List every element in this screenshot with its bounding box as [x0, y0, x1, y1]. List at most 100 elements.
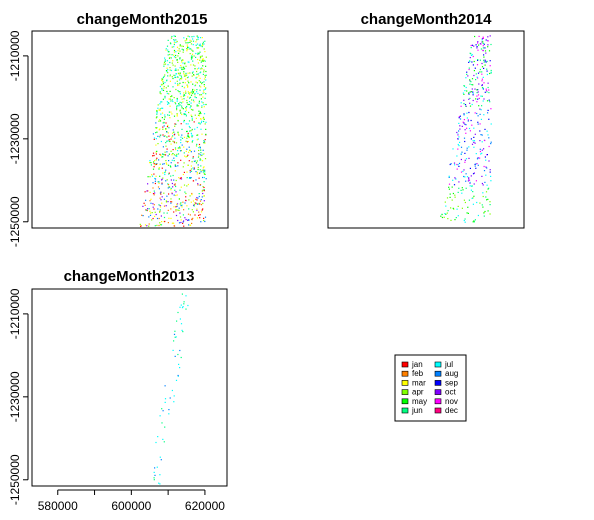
data-point [178, 91, 180, 93]
data-point [488, 50, 491, 52]
data-point [158, 182, 160, 184]
data-point [193, 160, 195, 162]
data-point [463, 114, 465, 116]
data-point [172, 153, 174, 155]
data-point [154, 474, 156, 476]
data-point [180, 323, 183, 325]
data-point [473, 70, 475, 72]
data-point [200, 68, 202, 70]
data-point [152, 193, 155, 195]
data-point [160, 154, 162, 156]
data-point [477, 59, 479, 61]
data-point [165, 142, 167, 144]
data-point [175, 206, 177, 208]
data-point [192, 38, 194, 40]
data-point [203, 141, 206, 143]
data-point [168, 153, 170, 155]
data-point [179, 50, 181, 52]
data-point [197, 92, 199, 95]
data-point [460, 158, 462, 161]
data-point [469, 167, 471, 169]
data-point [191, 141, 193, 143]
data-point [197, 138, 199, 140]
data-point [153, 166, 155, 168]
data-point [482, 206, 484, 208]
data-point [158, 224, 160, 227]
data-point [185, 199, 187, 201]
data-point [475, 180, 477, 182]
data-point [190, 56, 193, 58]
data-point [190, 43, 193, 45]
data-point [168, 57, 171, 59]
data-point [202, 186, 204, 188]
data-point [183, 113, 185, 115]
data-point [175, 73, 178, 75]
data-point [479, 113, 481, 115]
data-point [167, 140, 169, 142]
data-point [198, 102, 200, 104]
data-point [158, 188, 160, 190]
data-point [478, 83, 480, 85]
data-point [200, 204, 203, 206]
data-point [489, 171, 491, 173]
data-point [200, 171, 202, 173]
data-point [173, 49, 176, 52]
legend-swatch [401, 407, 409, 414]
data-point [454, 219, 456, 221]
data-point [171, 113, 173, 115]
data-point [486, 91, 488, 93]
data-point [180, 177, 182, 179]
data-point [161, 89, 163, 91]
data-point [162, 81, 164, 83]
data-point [179, 91, 181, 93]
data-point [187, 35, 189, 37]
data-point [170, 100, 172, 102]
data-point [167, 132, 169, 134]
data-point [161, 156, 163, 158]
data-point [190, 114, 192, 116]
data-point [182, 306, 184, 308]
data-point [196, 70, 198, 73]
data-point [175, 336, 177, 338]
data-point [463, 103, 465, 105]
data-point [486, 154, 488, 156]
data-point [480, 134, 482, 136]
data-point [163, 212, 165, 214]
data-point [476, 46, 478, 48]
data-point [472, 191, 474, 193]
legend-label: may [412, 397, 427, 406]
data-point [182, 81, 184, 84]
data-point [158, 109, 160, 111]
data-point [191, 53, 194, 55]
data-point [177, 147, 179, 149]
data-point [202, 149, 204, 151]
data-point [186, 77, 189, 79]
data-point [147, 176, 149, 178]
data-point [203, 153, 205, 155]
data-point [192, 180, 195, 182]
data-point [180, 123, 182, 125]
data-point [192, 157, 194, 159]
data-point [469, 181, 471, 183]
data-point [196, 134, 198, 136]
data-point [156, 127, 158, 129]
data-point [193, 205, 195, 207]
data-point [171, 99, 173, 101]
data-point [192, 64, 195, 66]
data-point [198, 147, 200, 149]
data-point [178, 147, 180, 149]
data-point [181, 68, 183, 71]
data-point [197, 203, 199, 205]
legend-label: apr [412, 388, 424, 397]
data-point [198, 143, 201, 146]
data-point [450, 219, 452, 221]
data-point [464, 140, 466, 143]
data-point [187, 164, 189, 166]
data-point [461, 125, 463, 127]
data-point [160, 93, 162, 95]
data-point [164, 173, 166, 176]
legend-label: mar [412, 378, 426, 387]
data-point [159, 197, 161, 199]
data-point [186, 130, 188, 132]
data-point [203, 78, 206, 80]
